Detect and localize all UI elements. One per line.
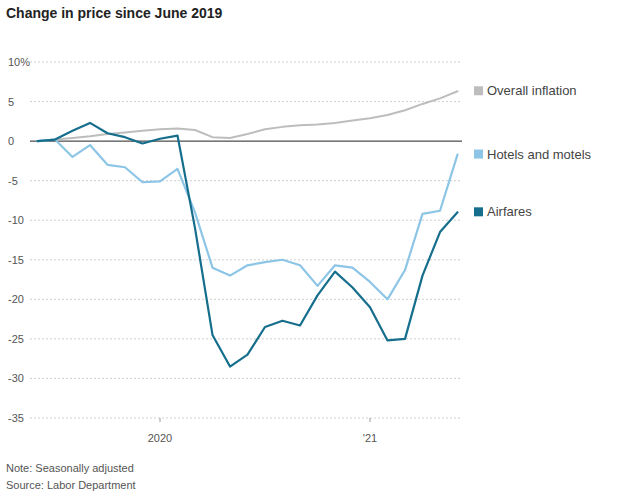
lines bbox=[38, 91, 458, 366]
y-tick-label: -5 bbox=[8, 175, 18, 187]
note: Note: Seasonally adjusted bbox=[6, 462, 134, 474]
series-line bbox=[38, 123, 458, 367]
grid-line bbox=[30, 101, 462, 102]
x-tick bbox=[370, 418, 371, 422]
title: Change in price since June 2019 bbox=[6, 5, 223, 21]
grid-line bbox=[30, 62, 462, 63]
legend-label: Overall inflation bbox=[487, 83, 577, 98]
legend-swatch bbox=[474, 207, 483, 216]
chart: Change in price since June 2019 10% 5 0 -5 -1… bbox=[0, 0, 630, 501]
source: Source: Labor Department bbox=[6, 479, 136, 491]
y-tick-label: -25 bbox=[8, 333, 24, 345]
y-tick-label: -10 bbox=[8, 214, 24, 226]
y-tick-label: -35 bbox=[8, 412, 24, 424]
legend-label: Airfares bbox=[487, 204, 532, 219]
y-tick-label: -30 bbox=[8, 372, 24, 384]
grid-line bbox=[30, 378, 462, 379]
y-tick-label: -20 bbox=[8, 293, 24, 305]
series-line bbox=[38, 91, 458, 141]
x-tick-label: '21 bbox=[363, 432, 377, 444]
grid bbox=[30, 62, 462, 418]
series-line bbox=[38, 140, 458, 300]
x-tick-label: 2020 bbox=[148, 432, 172, 444]
y-tick-label: -15 bbox=[8, 254, 24, 266]
legend-swatch bbox=[474, 150, 483, 159]
legend-label: Hotels and motels bbox=[487, 147, 592, 162]
grid-line bbox=[30, 418, 462, 419]
grid-line bbox=[30, 220, 462, 221]
legend: Overall inflation Hotels and motels Airfar… bbox=[474, 83, 592, 219]
y-tick-label: 10% bbox=[8, 56, 30, 68]
zero-line bbox=[30, 141, 462, 142]
x-tick bbox=[160, 418, 161, 422]
grid-line bbox=[30, 259, 462, 260]
legend-swatch bbox=[474, 86, 483, 95]
grid-line bbox=[30, 299, 462, 300]
y-tick-label: 5 bbox=[8, 96, 14, 108]
grid-line bbox=[30, 180, 462, 181]
y-tick-label: 0 bbox=[8, 135, 14, 147]
